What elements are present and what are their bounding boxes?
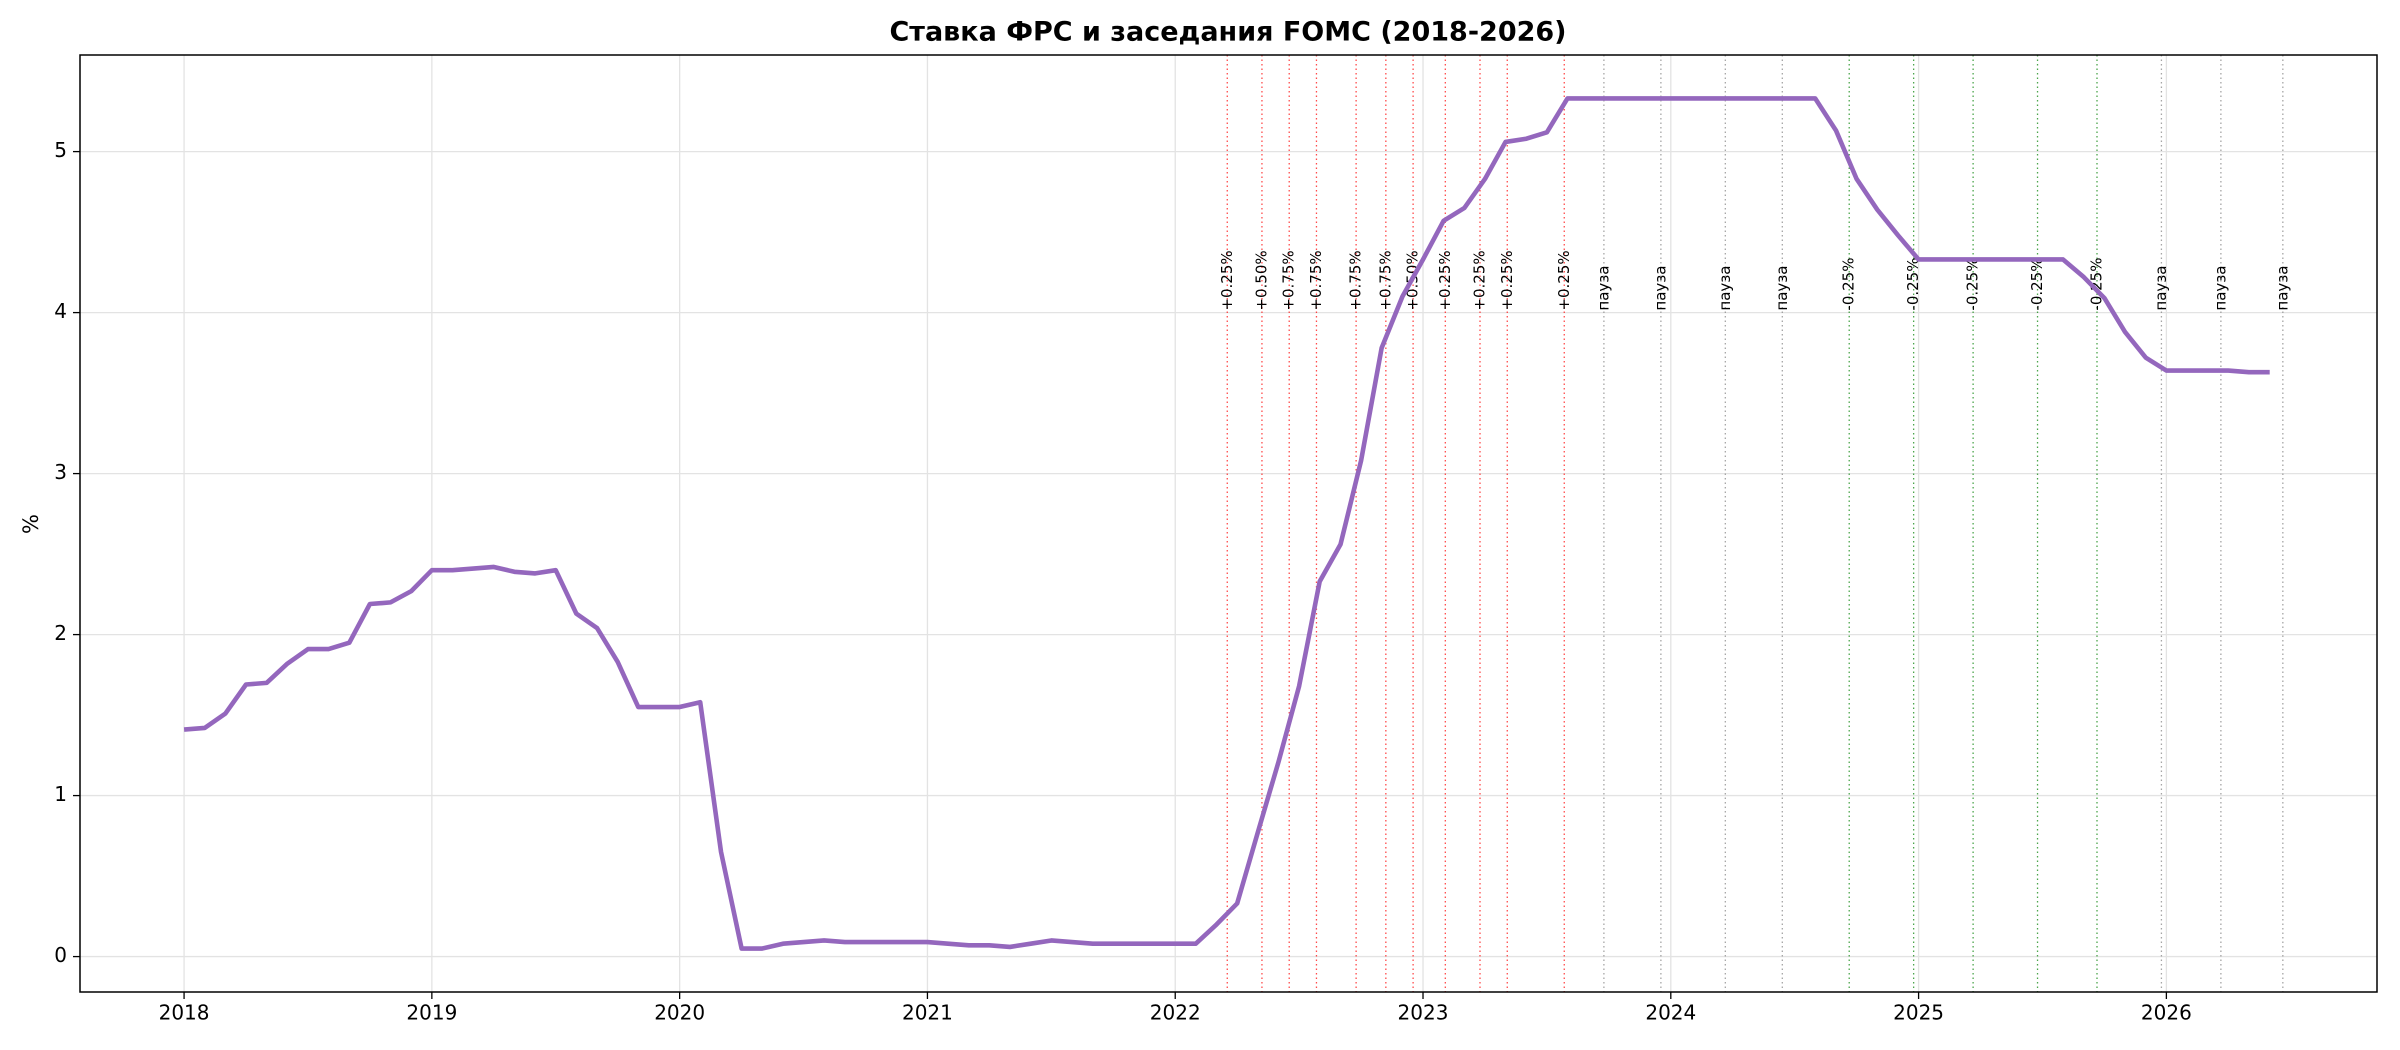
meeting-label: +0.25%: [1218, 250, 1236, 310]
x-tick-label: 2026: [2141, 1001, 2192, 1025]
x-tick-label: 2020: [654, 1001, 705, 1025]
meeting-label: пауза: [2152, 266, 2170, 311]
x-tick-label: 2018: [159, 1001, 210, 1025]
y-tick-label: 1: [54, 782, 67, 806]
y-tick-label: 2: [54, 621, 67, 645]
x-tick-label: 2022: [1150, 1001, 1201, 1025]
meeting-label: +0.75%: [1307, 250, 1325, 310]
x-tick-label: 2025: [1893, 1001, 1944, 1025]
y-tick-label: 5: [54, 138, 67, 162]
rate-line: [183, 96, 2270, 951]
y-tick-label: 4: [54, 299, 67, 323]
meeting-label: пауза: [1594, 266, 1612, 311]
x-tick-label: 2024: [1645, 1001, 1696, 1025]
meeting-label: -0.25%: [2028, 258, 2046, 311]
meeting-label: +0.25%: [1555, 250, 1573, 310]
y-tick-label: 3: [54, 460, 67, 484]
meeting-label: +0.25%: [1471, 250, 1489, 310]
meeting-label: +0.25%: [1436, 250, 1454, 310]
meeting-label: пауза: [1716, 266, 1734, 311]
meeting-label: пауза: [2273, 266, 2291, 311]
meeting-label: -0.25%: [1964, 258, 1982, 311]
y-tick-label: 0: [54, 943, 67, 967]
y-axis-label: %: [19, 514, 43, 534]
plot-frame: [79, 54, 2378, 993]
chart-title: Ставка ФРС и заседания FOMC (2018-2026): [889, 17, 1566, 48]
meeting-label: +0.25%: [1498, 250, 1516, 310]
x-tick-label: 2021: [902, 1001, 953, 1025]
meeting-label: -0.25%: [1904, 258, 1922, 311]
meeting-label: пауза: [2211, 266, 2229, 311]
meeting-label: +0.75%: [1347, 250, 1365, 310]
meeting-label: -0.25%: [1840, 258, 1858, 311]
x-tick-label: 2023: [1398, 1001, 1449, 1025]
x-tick-label: 2019: [406, 1001, 457, 1025]
meeting-label: +0.50%: [1252, 250, 1270, 310]
meeting-label: пауза: [1773, 266, 1791, 311]
meeting-label: +0.75%: [1376, 250, 1394, 310]
meeting-label: пауза: [1651, 266, 1669, 311]
meeting-label: +0.75%: [1280, 250, 1298, 310]
